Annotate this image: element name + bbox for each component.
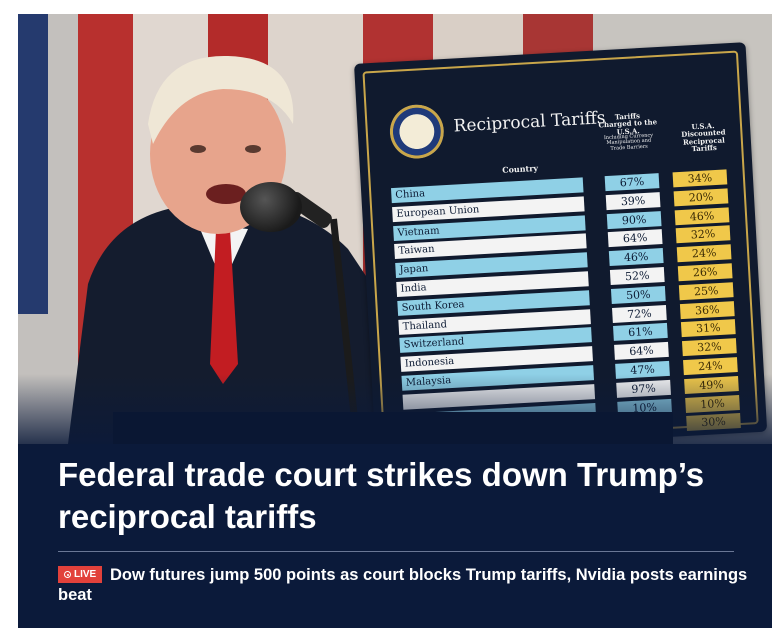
poster-header-charged-sub: Including Currency Manipulation and Trad… bbox=[603, 132, 654, 152]
poster-charged-value: 72% bbox=[611, 304, 667, 323]
poster-discounted-value: 46% bbox=[674, 206, 730, 225]
poster-discounted-value: 32% bbox=[681, 338, 737, 357]
poster-discounted-value: 24% bbox=[676, 244, 732, 263]
poster-discounted-value: 20% bbox=[673, 188, 729, 207]
live-label: LIVE bbox=[74, 569, 97, 580]
poster-discounted-value: 32% bbox=[675, 225, 731, 244]
poster-charged-value: 61% bbox=[613, 323, 668, 342]
article-headline[interactable]: Federal trade court strikes down Trump’s… bbox=[58, 456, 705, 535]
poster-charged-value: 50% bbox=[610, 285, 666, 304]
poster-charged-value: 52% bbox=[609, 267, 665, 285]
live-badge: LIVE bbox=[58, 566, 103, 583]
poster-charged-value: 67% bbox=[604, 173, 660, 192]
poster-charged-value: 46% bbox=[608, 248, 664, 267]
poster-header-charged: Tariffs Charged to the U.S.A. Including … bbox=[597, 111, 659, 152]
poster-discounted-value: 24% bbox=[683, 357, 738, 376]
live-dot-icon bbox=[64, 571, 71, 578]
poster-charged-value: 90% bbox=[606, 210, 662, 229]
poster-charged-value: 64% bbox=[607, 229, 663, 248]
news-card[interactable]: Reciprocal Tariffs Country Tariffs Charg… bbox=[18, 14, 772, 628]
poster-discounted-value: 36% bbox=[679, 300, 735, 319]
poster-charged-value: 39% bbox=[605, 191, 661, 210]
poster-discounted-value: 31% bbox=[680, 319, 736, 338]
flag-canton bbox=[18, 14, 48, 314]
poster-discounted-value: 26% bbox=[677, 263, 733, 282]
microphone-icon bbox=[240, 182, 302, 232]
hero-photo[interactable]: Reciprocal Tariffs Country Tariffs Charg… bbox=[18, 14, 772, 444]
poster-discounted-value: 34% bbox=[672, 169, 728, 188]
poster-charged-value: 64% bbox=[614, 342, 669, 361]
lectern bbox=[113, 412, 673, 444]
related-headline-link[interactable]: Dow futures jump 500 points as court blo… bbox=[58, 566, 748, 604]
divider bbox=[58, 551, 734, 552]
poster-header-discounted: U.S.A. Discounted Reciprocal Tariffs bbox=[681, 120, 726, 154]
poster-discounted-value: 25% bbox=[678, 281, 734, 300]
